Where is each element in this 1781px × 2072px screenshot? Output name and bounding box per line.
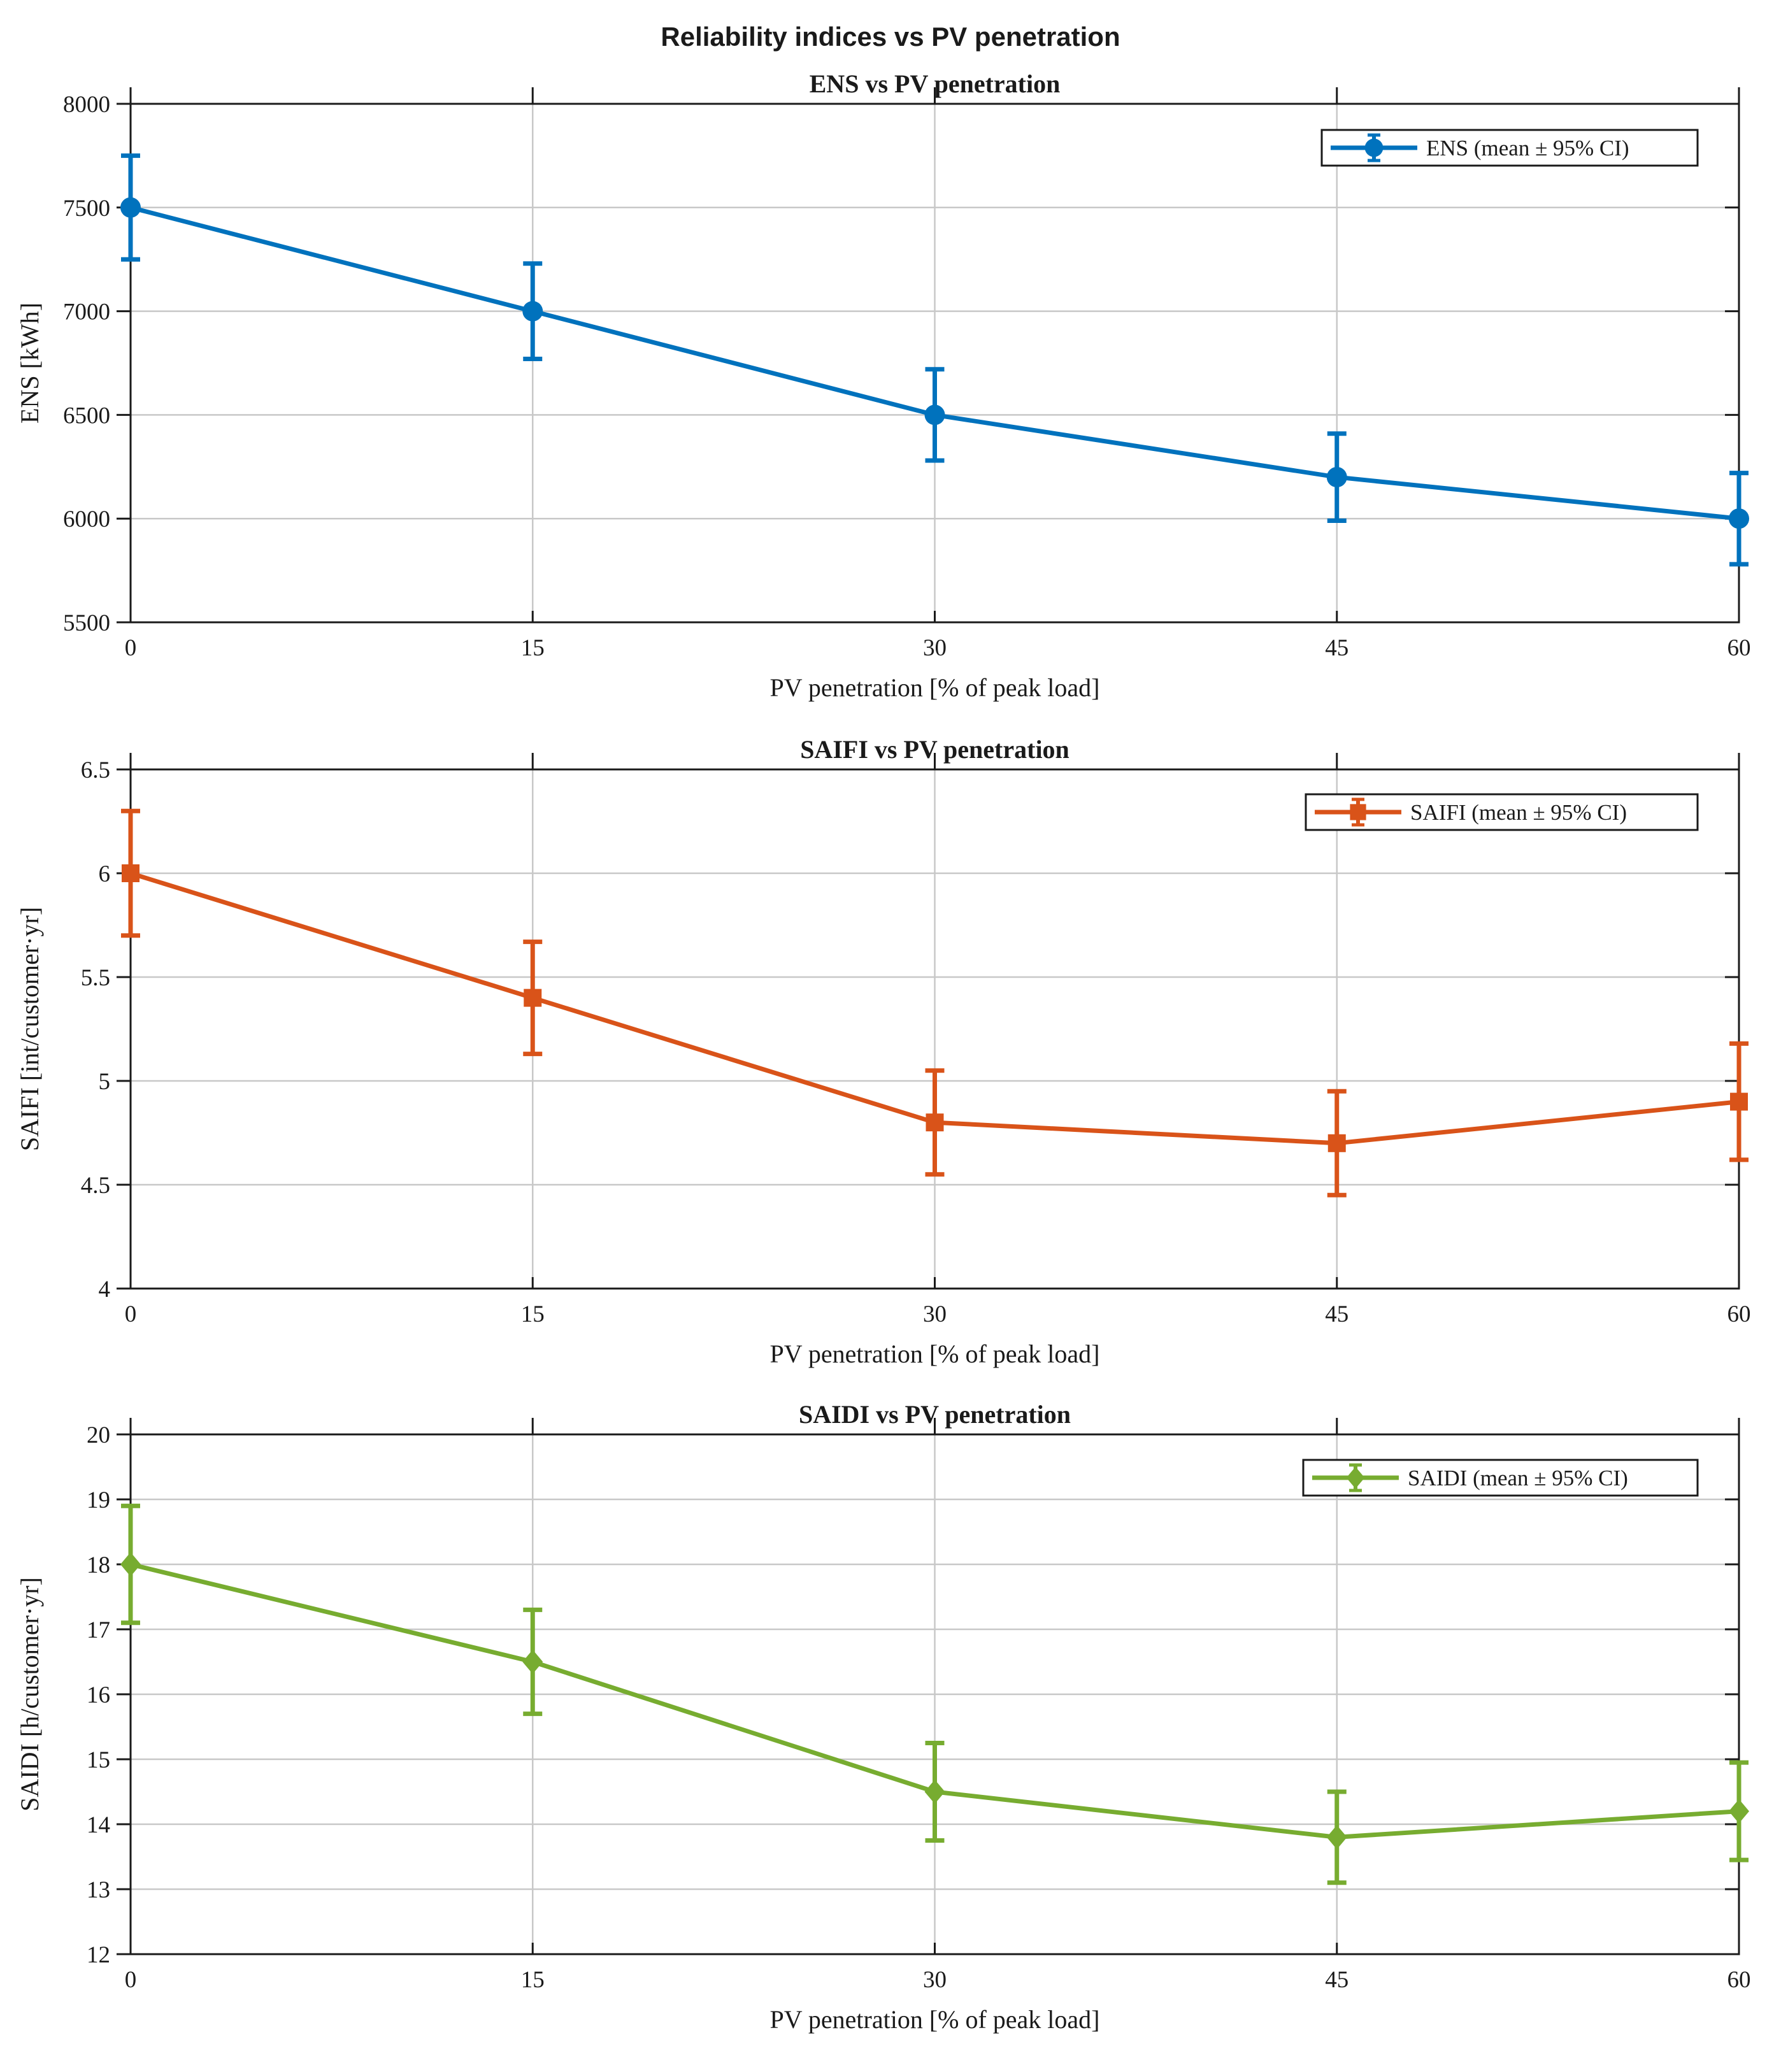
data-point-marker: [1729, 1799, 1749, 1824]
y-tick-label: 4: [99, 1276, 111, 1303]
y-tick-label: 6000: [63, 506, 110, 532]
y-tick-label: 6: [99, 861, 111, 887]
y-tick-label: 14: [87, 1812, 110, 1838]
x-tick-label: 45: [1325, 1301, 1348, 1327]
legend: SAIFI (mean ± 95% CI): [1305, 793, 1699, 831]
figure-suptitle: Reliability indices vs PV penetration: [661, 22, 1120, 52]
x-tick-label: 60: [1727, 635, 1751, 661]
x-tick-label: 30: [923, 635, 947, 661]
y-tick-label: 17: [87, 1617, 110, 1643]
y-tick-label: 13: [87, 1877, 110, 1903]
x-tick-label: 15: [521, 1967, 545, 1993]
x-tick-label: 45: [1325, 635, 1348, 661]
data-point-marker: [1326, 467, 1347, 488]
subplot-3: 0 15 30 45 60 12 13 14 15 16 17 18 19 20 SAIDI vs PV p…: [15, 1400, 1751, 2034]
subplot-title: SAIFI vs PV penetration: [800, 735, 1069, 764]
series-1: [120, 1503, 1749, 1885]
x-tick-label: 15: [521, 1301, 545, 1327]
data-point-marker: [524, 989, 542, 1007]
y-tick-label: 5.5: [81, 965, 110, 991]
y-axis-label: SAIDI [h/customer·yr]: [15, 1577, 44, 1811]
series-1: [121, 808, 1749, 1197]
x-tick-label: 0: [125, 1301, 137, 1327]
legend-entry-label: SAIDI (mean ± 95% CI): [1408, 1466, 1628, 1490]
legend-entry-label: SAIFI (mean ± 95% CI): [1410, 800, 1627, 825]
y-tick-label: 12: [87, 1942, 110, 1968]
x-axis-label: PV penetration [% of peak load]: [770, 2005, 1100, 2034]
grid-lines: [129, 103, 1740, 624]
legend: SAIDI (mean ± 95% CI): [1302, 1459, 1699, 1497]
data-point-marker: [122, 864, 139, 882]
y-axis-label: ENS [kWh]: [15, 303, 44, 424]
legend-marker-sample: [1364, 138, 1384, 157]
data-point-marker: [1729, 508, 1749, 529]
subplot-1: 0 15 30 45 60 5500 6000 6500 7000 7500 8000 ENS vs …: [15, 69, 1751, 702]
subplot-title: ENS vs PV penetration: [810, 69, 1061, 98]
x-tick-label: 30: [923, 1301, 947, 1327]
x-axis-label: PV penetration [% of peak load]: [770, 1340, 1100, 1368]
grid-lines: [129, 768, 1740, 1290]
data-point-marker: [522, 301, 543, 322]
x-axis-label: PV penetration [% of peak load]: [770, 673, 1100, 702]
series-1: [120, 153, 1749, 567]
y-tick-label: 15: [87, 1747, 110, 1773]
x-tick-label: 45: [1325, 1967, 1348, 1993]
x-tick-label: 60: [1727, 1301, 1751, 1327]
x-tick-label: 60: [1727, 1967, 1751, 1993]
y-tick-label: 4.5: [81, 1173, 110, 1199]
y-tick-label: 7000: [63, 299, 110, 325]
y-tick-label: 20: [87, 1422, 110, 1448]
y-tick-label: 5500: [63, 610, 110, 636]
data-point-marker: [1730, 1092, 1748, 1111]
subplot-title: SAIDI vs PV penetration: [799, 1400, 1071, 1429]
subplot-2: 0 15 30 45 60 4 4.5 5 5.5 6 6.5 SAIFI vs PV penetra…: [15, 735, 1751, 1368]
data-point-marker: [522, 1650, 543, 1674]
y-tick-label: 6.5: [81, 757, 110, 783]
data-point-marker: [120, 197, 141, 218]
y-axis-label: SAIFI [int/customer·yr]: [15, 907, 44, 1151]
data-point-marker: [1327, 1134, 1346, 1152]
data-point-marker: [924, 404, 945, 425]
legend-marker-sample: [1346, 1466, 1365, 1489]
data-point-marker: [1326, 1825, 1347, 1850]
legend-entry-label: ENS (mean ± 95% CI): [1426, 136, 1629, 161]
y-tick-label: 6500: [63, 403, 110, 429]
y-tick-label: 5: [99, 1069, 111, 1095]
x-tick-label: 0: [125, 1967, 137, 1993]
data-point-marker: [926, 1113, 944, 1132]
y-tick-label: 7500: [63, 196, 110, 222]
x-tick-label: 30: [923, 1967, 947, 1993]
legend-marker-sample: [1350, 804, 1366, 820]
x-tick-label: 0: [125, 635, 137, 661]
y-tick-label: 8000: [63, 92, 110, 118]
data-point-marker: [120, 1552, 141, 1576]
data-point-marker: [924, 1780, 945, 1804]
grid-lines: [129, 1433, 1740, 1955]
y-tick-label: 19: [87, 1487, 110, 1513]
y-tick-label: 18: [87, 1552, 110, 1578]
y-tick-label: 16: [87, 1682, 110, 1708]
x-tick-label: 15: [521, 635, 545, 661]
legend: ENS (mean ± 95% CI): [1320, 129, 1699, 167]
